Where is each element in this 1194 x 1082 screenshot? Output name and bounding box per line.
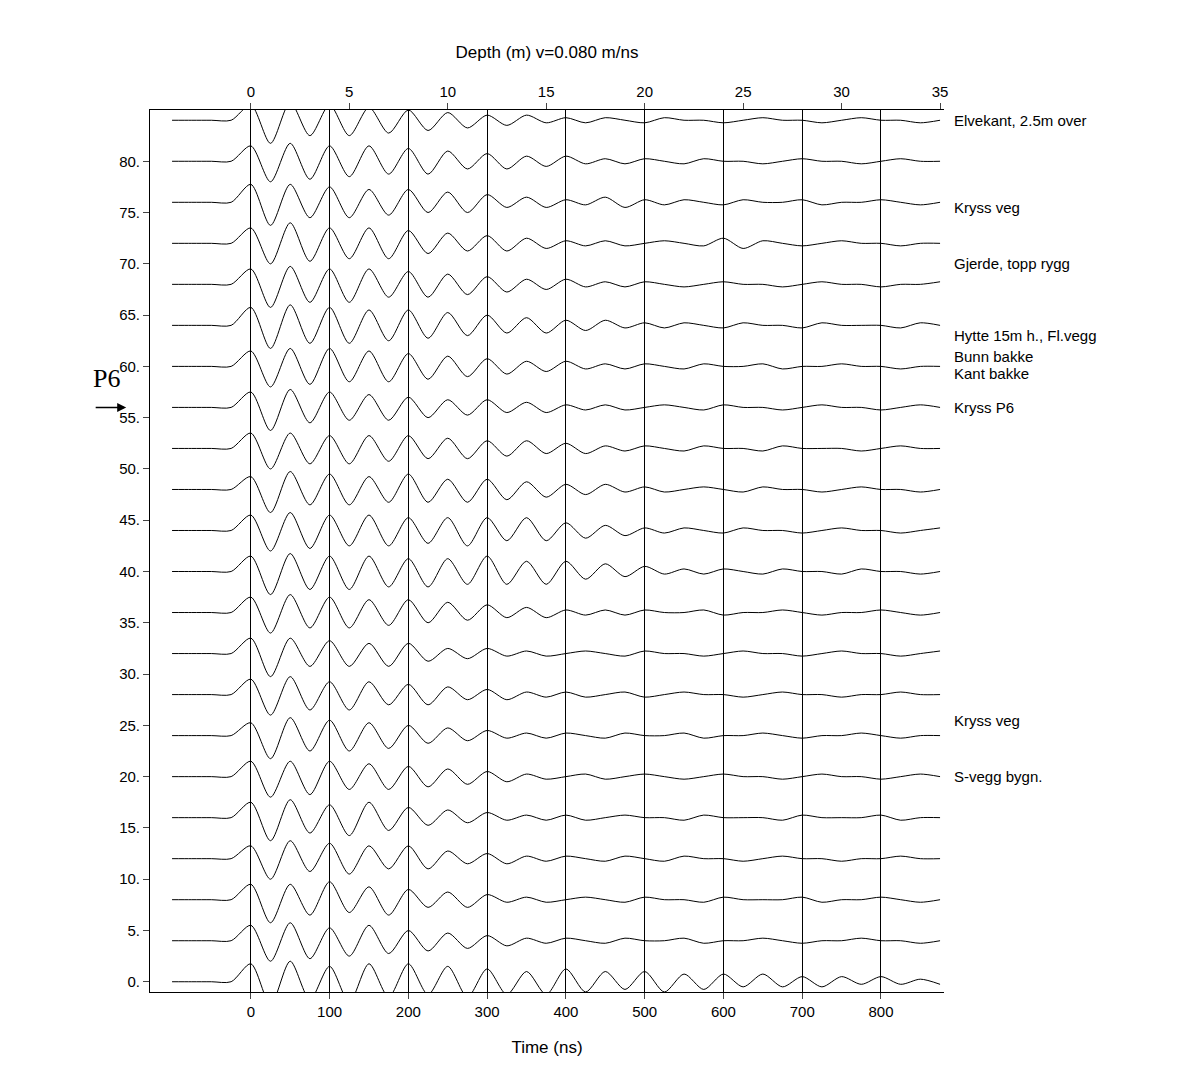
svg-text:0: 0 (247, 83, 255, 100)
svg-text:Depth (m) v=0.080 m/ns: Depth (m) v=0.080 m/ns (456, 43, 639, 62)
svg-text:0: 0 (247, 1003, 255, 1020)
svg-text:10.: 10. (119, 870, 140, 887)
svg-text:100: 100 (317, 1003, 342, 1020)
svg-text:45.: 45. (119, 511, 140, 528)
svg-text:35.: 35. (119, 614, 140, 631)
svg-text:Kant bakke: Kant bakke (954, 365, 1029, 382)
svg-text:50.: 50. (119, 460, 140, 477)
svg-text:15: 15 (538, 83, 555, 100)
svg-text:Hytte 15m h., Fl.vegg: Hytte 15m h., Fl.vegg (954, 327, 1097, 344)
svg-text:20.: 20. (119, 768, 140, 785)
svg-text:Kryss P6: Kryss P6 (954, 399, 1014, 416)
svg-text:75.: 75. (119, 204, 140, 221)
svg-text:65.: 65. (119, 306, 140, 323)
svg-text:30: 30 (833, 83, 850, 100)
svg-text:300: 300 (475, 1003, 500, 1020)
svg-text:20: 20 (636, 83, 653, 100)
svg-text:0.: 0. (127, 973, 140, 990)
svg-text:Gjerde, topp rygg: Gjerde, topp rygg (954, 255, 1070, 272)
svg-text:15.: 15. (119, 819, 140, 836)
svg-text:55.: 55. (119, 409, 140, 426)
svg-text:5: 5 (345, 83, 353, 100)
svg-text:Kryss veg: Kryss veg (954, 712, 1020, 729)
svg-text:600: 600 (711, 1003, 736, 1020)
svg-text:40.: 40. (119, 563, 140, 580)
svg-text:Kryss veg: Kryss veg (954, 199, 1020, 216)
svg-text:Bunn bakke: Bunn bakke (954, 348, 1033, 365)
svg-text:200: 200 (396, 1003, 421, 1020)
svg-text:60.: 60. (119, 358, 140, 375)
svg-text:25: 25 (735, 83, 752, 100)
svg-text:70.: 70. (119, 255, 140, 272)
svg-text:S-vegg bygn.: S-vegg bygn. (954, 768, 1042, 785)
svg-text:30.: 30. (119, 665, 140, 682)
svg-text:80.: 80. (119, 153, 140, 170)
svg-text:Elvekant, 2.5m over: Elvekant, 2.5m over (954, 112, 1087, 129)
svg-text:5.: 5. (127, 922, 140, 939)
svg-text:35: 35 (932, 83, 949, 100)
svg-text:Time (ns): Time (ns) (511, 1038, 582, 1057)
svg-text:500: 500 (632, 1003, 657, 1020)
svg-text:P6: P6 (93, 364, 120, 393)
svg-text:800: 800 (868, 1003, 893, 1020)
svg-text:10: 10 (439, 83, 456, 100)
svg-text:400: 400 (553, 1003, 578, 1020)
svg-text:700: 700 (790, 1003, 815, 1020)
svg-text:25.: 25. (119, 717, 140, 734)
